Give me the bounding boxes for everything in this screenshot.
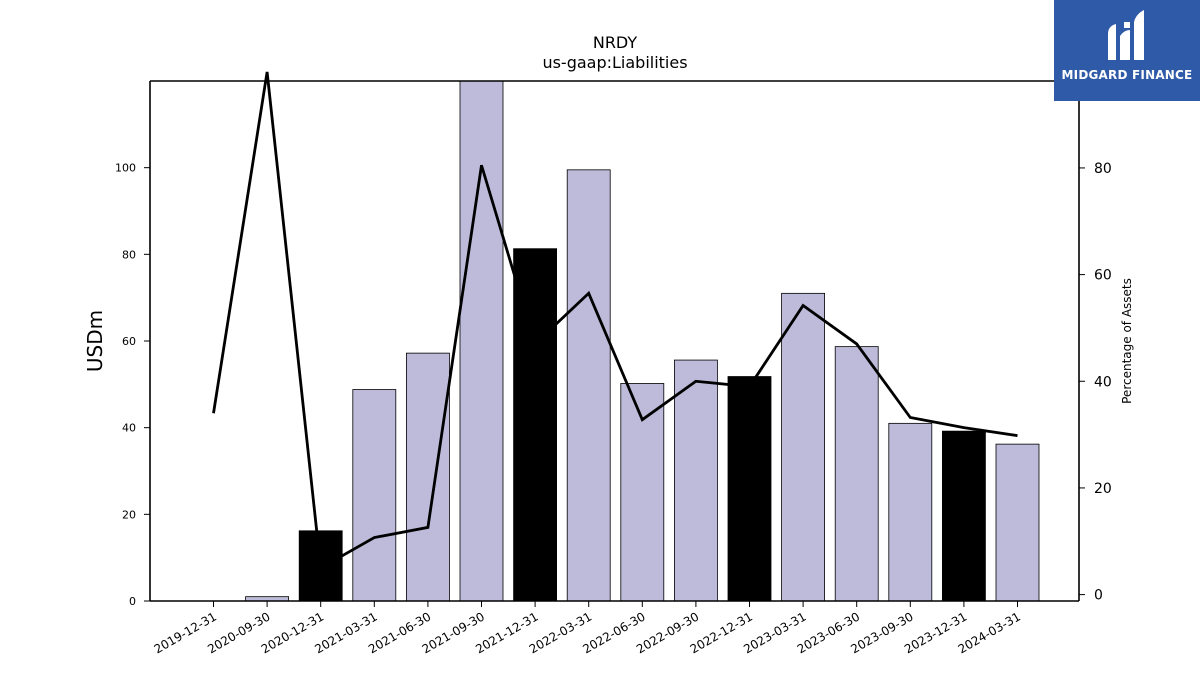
y-tick-label: 100 — [115, 162, 136, 175]
bar-2021-12-31 — [513, 248, 557, 602]
y2-axis-label: Percentage of Assets — [1120, 278, 1134, 404]
y-tick-label: 0 — [129, 595, 136, 608]
y2-tick-label: 0 — [1094, 588, 1103, 604]
line-series — [212, 71, 1018, 571]
bar-2023-12-31 — [942, 430, 986, 602]
bar-2021-03-31 — [352, 389, 397, 602]
y2-tick-label: 20 — [1094, 481, 1112, 497]
bar-2021-09-30 — [459, 80, 504, 602]
midgard-finance-logo: MIDGARD FINANCE — [1054, 0, 1200, 101]
y-tick-label: 80 — [122, 248, 136, 261]
bar-2022-12-31 — [727, 376, 772, 602]
bar-2023-06-30 — [834, 346, 879, 602]
y-tick-label: 40 — [122, 422, 136, 435]
chart-title: NRDY — [593, 33, 638, 52]
bar-2024-03-31 — [995, 443, 1040, 602]
y2-tick-label: 60 — [1094, 268, 1112, 284]
logo-mark-icon — [1108, 10, 1144, 60]
y-tick-label: 20 — [122, 508, 136, 521]
bar-2023-03-31 — [781, 292, 825, 602]
bar-series — [245, 80, 1040, 602]
y-tick-label: 60 — [122, 335, 136, 348]
bar-2022-03-31 — [566, 169, 611, 602]
percentage-line — [212, 71, 1018, 571]
bar-2023-09-30 — [888, 422, 933, 602]
bar-2022-09-30 — [674, 359, 718, 602]
y2-tick-label: 80 — [1094, 161, 1112, 177]
bar-2021-06-30 — [405, 352, 450, 602]
y-axis-label: USDm — [83, 310, 107, 372]
logo-text: MIDGARD FINANCE — [1061, 68, 1193, 82]
chart-subtitle: us-gaap:Liabilities — [542, 53, 687, 72]
y2-tick-label: 40 — [1094, 374, 1112, 390]
